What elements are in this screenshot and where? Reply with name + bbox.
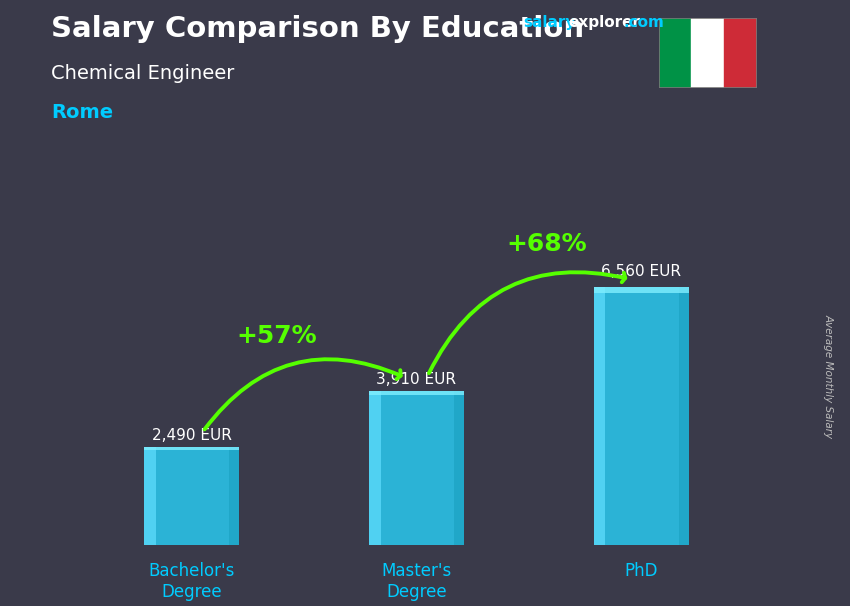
Bar — [691, 18, 724, 88]
Bar — [659, 18, 691, 88]
Text: 6,560 EUR: 6,560 EUR — [601, 264, 682, 279]
Text: Rome: Rome — [51, 103, 113, 122]
Bar — [230, 447, 239, 545]
Bar — [724, 18, 756, 88]
Text: +68%: +68% — [507, 231, 587, 256]
Text: .com: .com — [623, 15, 664, 30]
Bar — [454, 391, 464, 545]
Bar — [369, 391, 464, 395]
Bar — [144, 447, 239, 545]
Text: Chemical Engineer: Chemical Engineer — [51, 64, 235, 82]
Text: 3,910 EUR: 3,910 EUR — [377, 371, 456, 387]
Bar — [369, 391, 381, 545]
Text: explorer: explorer — [569, 15, 641, 30]
Bar — [144, 447, 239, 450]
Text: salary: salary — [523, 15, 575, 30]
Bar — [679, 287, 689, 545]
Text: +57%: +57% — [237, 324, 317, 348]
Bar — [369, 391, 464, 545]
Text: 2,490 EUR: 2,490 EUR — [151, 428, 231, 442]
Bar — [594, 287, 605, 545]
Text: Salary Comparison By Education: Salary Comparison By Education — [51, 15, 584, 43]
Bar — [594, 287, 688, 545]
Bar — [144, 447, 156, 545]
Text: Average Monthly Salary: Average Monthly Salary — [824, 314, 834, 438]
Bar — [594, 287, 688, 293]
